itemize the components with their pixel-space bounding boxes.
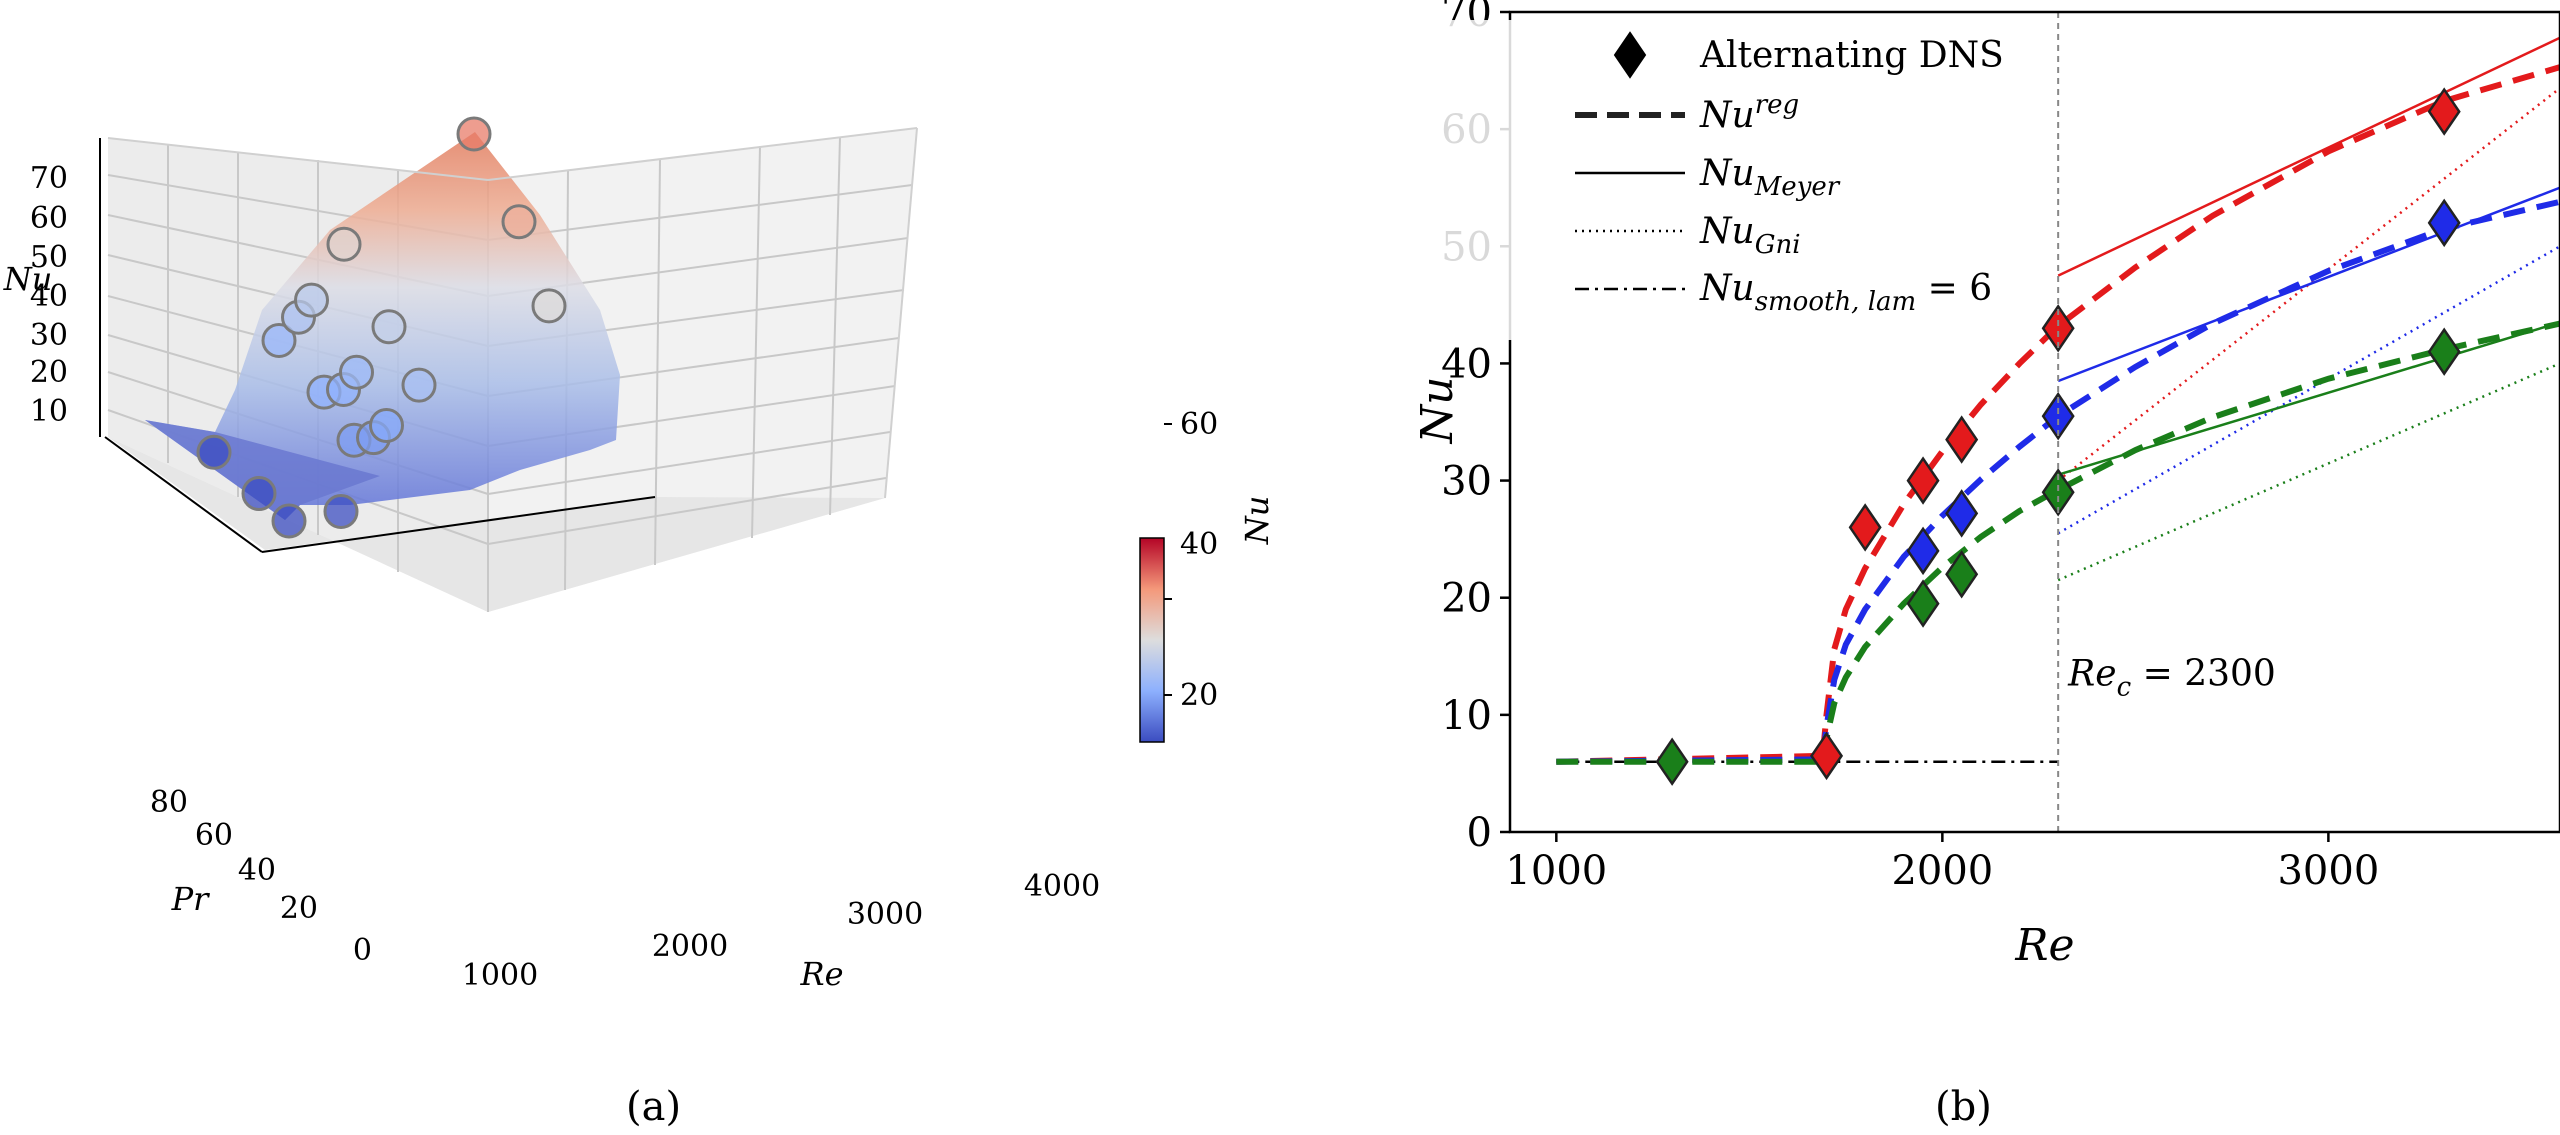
z-tick: 30	[30, 318, 68, 353]
z-tick: 20	[30, 355, 68, 390]
legend-label: NuMeyer	[1699, 153, 1841, 202]
dns-point-blue	[1906, 526, 1940, 576]
line-reg-blue	[1556, 198, 2560, 765]
data-point-3d	[326, 226, 362, 262]
colorbar	[1139, 537, 1165, 743]
x-tick-labels: 1000 2000 3000	[1505, 848, 2379, 894]
data-point-3d	[196, 434, 232, 470]
pr-tick: 20	[280, 891, 318, 926]
dns-point-red	[1906, 456, 1940, 505]
colorbar-ticks	[1164, 423, 1172, 696]
dns-point-blue	[2427, 198, 2461, 248]
z-tick-labels: 70 60 50 40 30 20 10	[30, 161, 68, 429]
y-tick-label: 40	[1441, 341, 1492, 387]
x-tick-label: 2000	[1891, 848, 1993, 894]
data-point-3d	[369, 408, 404, 443]
legend-label: Nusmooth, lam = 6	[1699, 268, 1992, 317]
re-tick: 1000	[462, 958, 538, 993]
y-axis-label: Pr	[171, 880, 211, 918]
re-tick: 2000	[652, 929, 728, 964]
figure-a-3d-surface: 70 60 50 40 30 20 10 Nu 80 60 40 20 0 Pr…	[3, 116, 1276, 1130]
z-tick: 40	[30, 279, 68, 314]
dns-point-red	[1810, 731, 1844, 781]
data-point-3d	[339, 354, 374, 390]
plot-3d-surface: 70 60 50 40 30 20 10 Nu 80 60 40 20 0 Pr…	[3, 116, 1276, 993]
z-tick: 10	[30, 394, 68, 429]
axes-lines	[99, 138, 656, 553]
legend-bg	[1408, 20, 1928, 340]
dns-point-red	[1848, 503, 1882, 552]
pane-edges	[107, 127, 918, 499]
re-tick: 4000	[1024, 869, 1100, 904]
data-point-3d	[261, 323, 297, 358]
data-point-3d	[271, 503, 307, 539]
x-axis-label: Re	[2014, 920, 2074, 971]
dns-point-red	[1945, 415, 1979, 464]
colorbar-tick: 40	[1180, 527, 1218, 562]
legend-label: NuGni	[1699, 211, 1801, 260]
data-point-3d	[241, 476, 277, 511]
legend-swatches	[1575, 31, 1685, 291]
z-tick: 60	[30, 201, 68, 236]
dns-point-red	[2427, 87, 2461, 136]
pr-tick: 0	[353, 933, 372, 968]
re-tick: 3000	[847, 897, 923, 932]
dns-point-green	[2041, 468, 2075, 517]
legend-label: Nureg	[1699, 90, 1799, 136]
colorbar-tick: 60	[1180, 407, 1218, 442]
dns-point-red	[2041, 304, 2075, 353]
caption-a: (a)	[626, 1084, 682, 1130]
data-point-3d	[294, 282, 329, 318]
colorbar-tick: 20	[1180, 678, 1218, 713]
line-gni-green	[2057, 362, 2560, 582]
pr-tick: 40	[238, 853, 276, 888]
dns-point-blue	[2041, 391, 2075, 441]
line-gni-red	[2057, 87, 2560, 482]
z-tick: 50	[30, 240, 68, 275]
z-tick: 70	[30, 161, 68, 196]
plot-frame	[1508, 10, 2560, 834]
x-tick-label: 3000	[2277, 848, 2379, 894]
x-tick-labels: 1000 2000 3000 4000	[462, 869, 1100, 993]
y-tick-label: 20	[1441, 576, 1492, 622]
critical-re-annotation: Rec = 2300	[2067, 654, 2276, 703]
dns-point-blue	[1945, 489, 1979, 538]
legend-label: Alternating DNS	[1699, 35, 2004, 76]
data-point-3d	[456, 116, 492, 152]
y-tick-label: 30	[1441, 459, 1492, 505]
line-gni-blue	[2057, 245, 2560, 535]
pr-tick: 80	[150, 785, 188, 820]
pr-tick: 60	[195, 818, 233, 853]
data-point-3d	[501, 204, 537, 240]
data-point-3d	[531, 288, 567, 324]
y-axis-label: Nu	[1412, 377, 1463, 445]
x-tick-label: 1000	[1505, 848, 1607, 894]
dns-point-green	[1906, 579, 1940, 628]
colorbar-label: Nu	[1238, 496, 1276, 546]
z-axis-label: Nu	[3, 260, 53, 298]
data-points-3d	[196, 116, 567, 539]
legend-swatch-dns	[1613, 31, 1647, 79]
y-tick-labels: 80 60 40 20 0	[150, 785, 372, 968]
caption-b: (b)	[1935, 1084, 1992, 1130]
y-tick-label: 10	[1441, 693, 1492, 739]
data-point-3d	[323, 494, 359, 529]
legend: Alternating DNS Nureg NuMeyer NuGni Nusm…	[1408, 20, 2004, 340]
data-point-3d	[401, 367, 437, 403]
dns-point-green	[1945, 550, 1979, 599]
x-axis-label: Re	[799, 955, 843, 993]
dns-points	[1655, 87, 2461, 786]
y-tick-label: 0	[1467, 810, 1492, 856]
data-point-3d	[371, 309, 407, 345]
dns-point-green	[2427, 327, 2461, 376]
line-meyer-red	[2057, 36, 2560, 277]
dns-point-green	[1655, 737, 1689, 786]
colorbar-tick-labels: 20 40 60	[1180, 407, 1218, 713]
